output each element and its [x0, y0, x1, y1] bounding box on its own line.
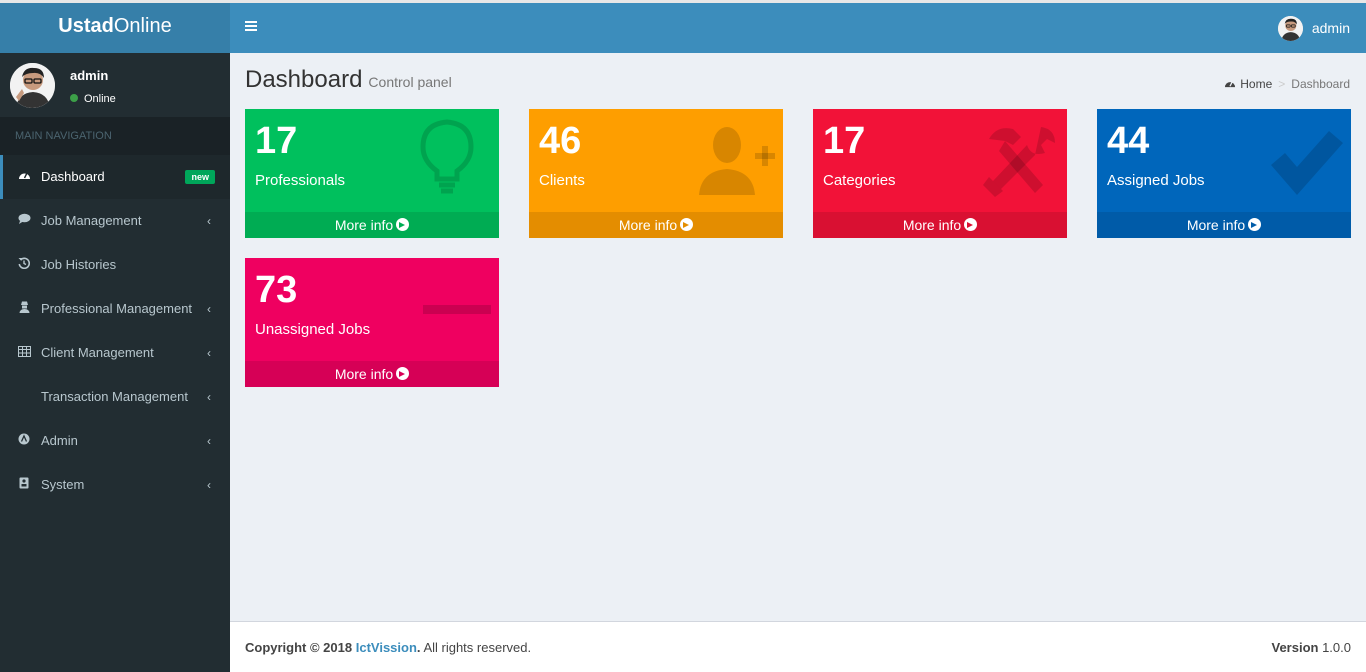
breadcrumb-separator: >: [1278, 77, 1286, 91]
sidebar-item-job-management[interactable]: Job Management ‹: [0, 199, 230, 243]
breadcrumb-home[interactable]: Home: [1240, 77, 1273, 91]
more-info-label: More info: [334, 217, 394, 233]
stat-box-professionals: 17 Professionals More info: [245, 109, 499, 238]
chevron-left-icon: ‹: [207, 346, 211, 360]
company-link[interactable]: IctVission: [355, 640, 417, 655]
breadcrumb-current: Dashboard: [1291, 77, 1350, 91]
lightbulb-icon: [420, 119, 474, 194]
content-header: Dashboard Control panel: [245, 66, 452, 94]
nav-header: MAIN NAVIGATION: [0, 117, 230, 155]
user-secret-icon: [17, 287, 31, 331]
check-icon: [1271, 131, 1343, 195]
arrow-circle-right-icon: [964, 218, 978, 231]
chevron-left-icon: ‹: [207, 434, 211, 448]
user-plus-icon: [699, 127, 775, 195]
arrow-circle-right-icon: [396, 367, 410, 380]
more-info-link[interactable]: More info: [1097, 212, 1351, 238]
app-logo[interactable]: UstadOnline: [0, 3, 230, 53]
top-border: [0, 0, 1366, 3]
stat-label: Clients: [539, 172, 585, 189]
sidebar: admin Online MAIN NAVIGATION Dashboard n…: [0, 53, 230, 672]
stat-label: Categories: [823, 172, 896, 189]
rights-dot: .: [416, 640, 421, 655]
sidebar-item-transaction-management[interactable]: Transaction Management ‹: [0, 375, 230, 419]
sidebar-item-job-histories[interactable]: Job Histories: [0, 243, 230, 287]
more-info-link[interactable]: More info: [813, 212, 1067, 238]
page-subtitle: Control panel: [368, 74, 452, 90]
stat-label: Unassigned Jobs: [255, 321, 371, 338]
logo-rest: Online: [113, 15, 172, 37]
version-number: 1.0.0: [1322, 640, 1351, 655]
version-info: Version 1.0.0: [1271, 640, 1351, 655]
sidebar-item-professional-management[interactable]: Professional Management ‹: [0, 287, 230, 331]
sidebar-username: admin: [70, 68, 109, 83]
sidebar-item-label: Transaction Management: [41, 389, 188, 404]
sidebar-item-client-management[interactable]: Client Management ‹: [0, 331, 230, 375]
logo-bold: Ustad: [58, 15, 114, 37]
stat-label: Professionals: [255, 172, 346, 189]
user-avatar-small: [1277, 16, 1303, 41]
sidebar-item-label: Professional Management: [41, 301, 193, 316]
copyright: Copyright © 2018 IctVission. All rights …: [245, 640, 531, 655]
comment-icon: [17, 199, 31, 243]
stat-box-assigned-jobs: 44 Assigned Jobs More info: [1097, 109, 1351, 238]
sidebar-item-system[interactable]: System ‹: [0, 463, 230, 507]
user-menu[interactable]: admin: [1277, 16, 1350, 41]
sidebar-item-label: Admin: [41, 433, 78, 448]
arrow-circle-right-icon: [680, 218, 694, 231]
chevron-left-icon: ‹: [207, 214, 211, 228]
sidebar-item-dashboard[interactable]: Dashboard new: [0, 155, 230, 199]
stat-value: 73: [255, 269, 298, 311]
more-info-label: More info: [902, 217, 962, 233]
more-info-link[interactable]: More info: [245, 361, 499, 387]
version-label: Version: [1271, 640, 1319, 655]
top-navbar: admin: [230, 3, 1366, 53]
new-badge: new: [185, 170, 215, 184]
stat-label: Assigned Jobs: [1107, 172, 1205, 189]
sidebar-item-label: Client Management: [41, 345, 154, 360]
breadcrumb: Home > Dashboard: [1224, 77, 1350, 91]
chevron-left-icon: ‹: [207, 390, 211, 404]
sidebar-item-admin[interactable]: Admin ‹: [0, 419, 230, 463]
stat-value: 46: [539, 120, 582, 162]
more-info-label: More info: [618, 217, 678, 233]
system-icon: [17, 463, 31, 507]
user-avatar: [10, 63, 55, 108]
stat-value: 17: [255, 120, 298, 162]
stat-box-clients: 46 Clients More info: [529, 109, 783, 238]
sidebar-item-label: System: [41, 477, 85, 492]
more-info-label: More info: [1186, 217, 1246, 233]
more-info-label: More info: [334, 366, 394, 382]
sidebar-item-label: Dashboard: [41, 169, 105, 184]
history-icon: [17, 243, 31, 287]
user-panel: admin Online: [0, 53, 230, 117]
sidebar-toggle-icon[interactable]: [245, 21, 257, 33]
minus-icon: [423, 305, 491, 314]
dashboard-icon: [1225, 81, 1236, 88]
arrow-circle-right-icon: [1248, 218, 1262, 231]
wrench-tools-icon: [983, 127, 1055, 197]
chevron-left-icon: ‹: [207, 302, 211, 316]
more-info-link[interactable]: More info: [529, 212, 783, 238]
navbar-username: admin: [1311, 20, 1350, 36]
dashboard-icon: [17, 155, 31, 199]
admin-icon: [17, 419, 31, 463]
chevron-left-icon: ‹: [207, 478, 211, 492]
page-title: Dashboard: [245, 66, 363, 93]
table-icon: [17, 331, 31, 375]
main-footer: Copyright © 2018 IctVission. All rights …: [230, 621, 1366, 672]
stat-value: 17: [823, 120, 866, 162]
stat-value: 44: [1107, 120, 1150, 162]
sidebar-item-label: Job Management: [41, 213, 142, 228]
user-status[interactable]: Online: [70, 93, 116, 105]
sidebar-item-label: Job Histories: [41, 257, 117, 272]
user-status-label: Online: [84, 93, 116, 105]
online-dot-icon: [70, 94, 78, 102]
stat-box-categories: 17 Categories More info: [813, 109, 1067, 238]
arrow-circle-right-icon: [396, 218, 410, 231]
stat-box-unassigned-jobs: 73 Unassigned Jobs More info: [245, 258, 499, 387]
rights-text: All rights reserved.: [420, 640, 532, 655]
more-info-link[interactable]: More info: [245, 212, 499, 238]
copyright-text: Copyright © 2018: [245, 640, 353, 655]
